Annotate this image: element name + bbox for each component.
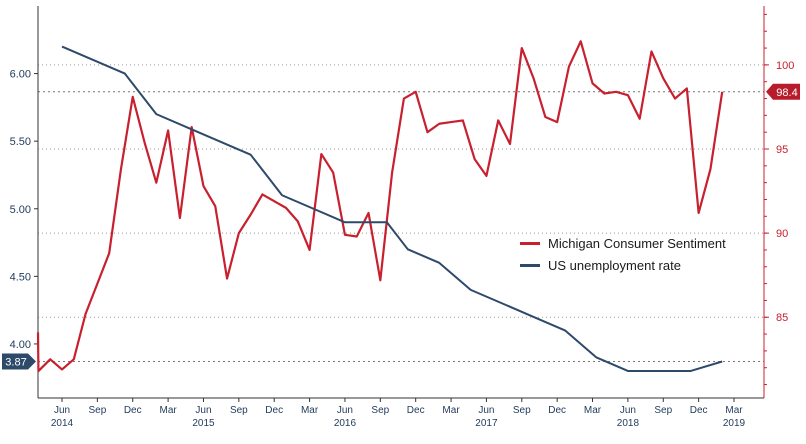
right-axis-tick-label: 100 bbox=[776, 60, 794, 72]
legend-swatch-unemployment bbox=[520, 263, 540, 267]
x-axis-tick-label: Mar bbox=[725, 405, 743, 416]
legend-label-sentiment: Michigan Consumer Sentiment bbox=[548, 235, 726, 251]
end-value-badge-sentiment-shape bbox=[766, 83, 800, 100]
grid-lines bbox=[38, 64, 764, 363]
legend-swatch-sentiment bbox=[520, 241, 540, 245]
x-axis-tick-label: Sep bbox=[88, 405, 106, 416]
x-axis-year-label: 2018 bbox=[617, 418, 640, 429]
x-axis-year-label: 2014 bbox=[51, 418, 74, 429]
left-axis-tick-label: 5.00 bbox=[10, 204, 31, 216]
right-axis-tick-label: 90 bbox=[776, 228, 788, 240]
series-line-michigan-consumer-sentiment bbox=[36, 40, 724, 373]
left-axis-tick-label: 4.50 bbox=[10, 271, 31, 283]
x-axis-tick-label: Sep bbox=[230, 405, 248, 416]
x-axis-year-label: 2019 bbox=[723, 418, 746, 429]
legend-item-sentiment: Michigan Consumer Sentiment bbox=[520, 232, 726, 254]
x-axis-tick-label: Mar bbox=[301, 405, 319, 416]
x-axis-tick-label: Mar bbox=[159, 405, 177, 416]
x-axis-tick-label: Jun bbox=[620, 405, 636, 416]
left-axis-tick-label: 4.00 bbox=[10, 339, 31, 351]
end-value-badge-unemployment: 3.87 bbox=[2, 353, 36, 370]
right-axis-tick-label: 85 bbox=[776, 312, 788, 324]
end-value-badge-sentiment: 98.4 bbox=[766, 83, 800, 100]
x-axis-tick-label: Sep bbox=[371, 405, 389, 416]
x-axis-tick-label: Dec bbox=[407, 405, 425, 416]
axes bbox=[34, 6, 769, 402]
series-lines bbox=[36, 40, 724, 373]
x-axis-tick-label: Dec bbox=[690, 405, 708, 416]
x-axis-tick-label: Jun bbox=[195, 405, 211, 416]
x-axis-tick-label: Mar bbox=[442, 405, 460, 416]
series-line-us-unemployment-rate bbox=[61, 45, 723, 372]
end-value-label-sentiment: 98.4 bbox=[776, 87, 797, 99]
left-axis-tick-label: 6.00 bbox=[10, 69, 31, 81]
legend-item-unemployment: US unemployment rate bbox=[520, 254, 726, 276]
x-axis-year-label: 2016 bbox=[334, 418, 357, 429]
x-axis-tick-label: Mar bbox=[584, 405, 602, 416]
right-axis-tick-label: 95 bbox=[776, 144, 788, 156]
x-axis-tick-label: Jun bbox=[478, 405, 494, 416]
end-value-badge-unemployment-shape bbox=[2, 353, 36, 370]
x-axis-year-label: 2017 bbox=[475, 418, 498, 429]
x-axis-year-label: 2015 bbox=[192, 418, 215, 429]
x-axis-tick-label: Jun bbox=[337, 405, 353, 416]
end-value-label-unemployment: 3.87 bbox=[5, 357, 26, 369]
x-axis-tick-label: Dec bbox=[265, 405, 283, 416]
left-axis-tick-label: 5.50 bbox=[10, 136, 31, 148]
x-axis-tick-label: Sep bbox=[513, 405, 531, 416]
x-axis-tick-label: Sep bbox=[654, 405, 672, 416]
x-axis-tick-label: Jun bbox=[54, 405, 70, 416]
legend: Michigan Consumer Sentiment US unemploym… bbox=[520, 232, 726, 276]
axis-tick-labels: 85 90 95 100 4.00 4.50 5.00 5.50 6.00 Jun 2014 Sep D… bbox=[2, 60, 800, 429]
legend-label-unemployment: US unemployment rate bbox=[548, 257, 681, 273]
x-axis-tick-label: Dec bbox=[124, 405, 142, 416]
x-axis-tick-label: Dec bbox=[548, 405, 566, 416]
